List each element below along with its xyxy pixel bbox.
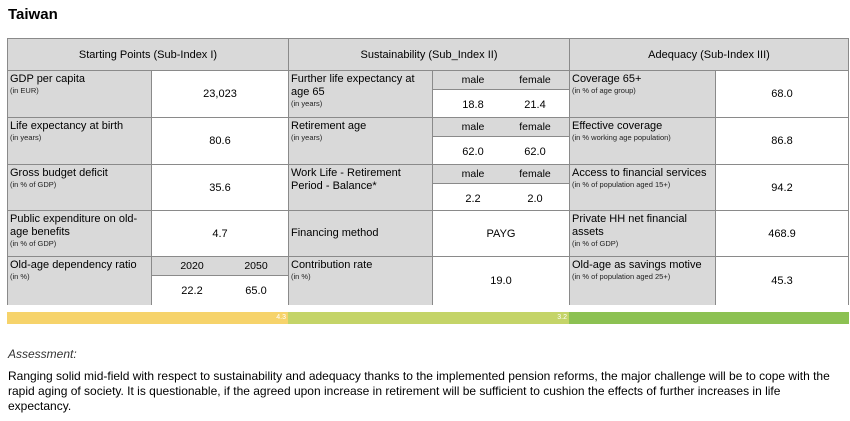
indicator-table: Starting Points (Sub-Index I) Sustainabi… [7, 38, 849, 305]
label-retirement-age: Retirement age (in years) [289, 118, 433, 165]
assessment-title: Assessment: [8, 347, 77, 361]
header-starting-points: Starting Points (Sub-Index I) [8, 39, 289, 71]
label-budget-deficit: Gross budget deficit (in % of GDP) [8, 165, 152, 211]
male-value: 18.8 [462, 99, 484, 111]
label-work-life-balance: Work Life - Retirement Period - Balance* [289, 165, 433, 211]
label-coverage: Coverage 65+ (in % of age group) [570, 71, 716, 118]
score-bar-starting-points: 4.3 [7, 312, 288, 324]
value-private-assets: 468.9 [716, 211, 848, 257]
female-header: female [519, 168, 551, 180]
value-effective-coverage: 86.8 [716, 118, 848, 165]
male-header: male [461, 74, 485, 86]
score-bar-adequacy [569, 312, 849, 324]
label-dependency-ratio: Old-age dependency ratio (in %) [8, 257, 152, 305]
value-further-life-expectancy: male female 18.8 21.4 [433, 71, 570, 118]
value-life-expectancy: 80.6 [152, 118, 289, 165]
female-value: 21.4 [524, 99, 546, 111]
year-2050-header: 2050 [244, 260, 268, 272]
value-public-expenditure: 4.7 [152, 211, 289, 257]
header-sustainability: Sustainability (Sub_Index II) [289, 39, 570, 71]
year-2020-header: 2020 [180, 260, 204, 272]
value-work-life-balance: male female 2.2 2.0 [433, 165, 570, 211]
female-header: female [519, 74, 551, 86]
label-gdp: GDP per capita (in EUR) [8, 71, 152, 118]
male-header: male [461, 121, 485, 133]
value-financial-services: 94.2 [716, 165, 848, 211]
value-contribution-rate: 19.0 [433, 257, 570, 305]
label-life-expectancy: Life expectancy at birth (in years) [8, 118, 152, 165]
male-value: 62.0 [462, 146, 484, 158]
value-coverage: 68.0 [716, 71, 848, 118]
country-title: Taiwan [8, 6, 58, 23]
dependency-2020-value: 22.2 [181, 285, 203, 297]
label-savings-motive: Old-age as savings motive (in % of popula… [570, 257, 716, 305]
assessment-text: Ranging solid mid-field with respect to … [8, 369, 830, 413]
label-contribution-rate: Contribution rate (in %) [289, 257, 433, 305]
dependency-2050-value: 65.0 [245, 285, 267, 297]
value-retirement-age: male female 62.0 62.0 [433, 118, 570, 165]
label-public-expenditure: Public expenditure on old-age benefits (i… [8, 211, 152, 257]
label-effective-coverage: Effective coverage (in % working age popu… [570, 118, 716, 165]
label-private-assets: Private HH net financial assets (in % of … [570, 211, 716, 257]
female-value: 2.0 [527, 193, 543, 205]
score-bar-sustainability: 3.2 [288, 312, 569, 324]
label-financial-services: Access to financial services (in % of pop… [570, 165, 716, 211]
value-gdp: 23,023 [152, 71, 289, 118]
female-header: female [519, 121, 551, 133]
male-header: male [461, 168, 485, 180]
female-value: 62.0 [524, 146, 546, 158]
value-dependency-ratio: 2020 2050 22.2 65.0 [152, 257, 289, 305]
label-financing-method: Financing method [289, 211, 433, 257]
value-savings-motive: 45.3 [716, 257, 848, 305]
header-adequacy: Adequacy (Sub-Index III) [570, 39, 848, 71]
value-budget-deficit: 35.6 [152, 165, 289, 211]
label-further-life-expectancy: Further life expectancy at age 65 (in yea… [289, 71, 433, 118]
male-value: 2.2 [465, 193, 481, 205]
value-financing-method: PAYG [433, 211, 570, 257]
